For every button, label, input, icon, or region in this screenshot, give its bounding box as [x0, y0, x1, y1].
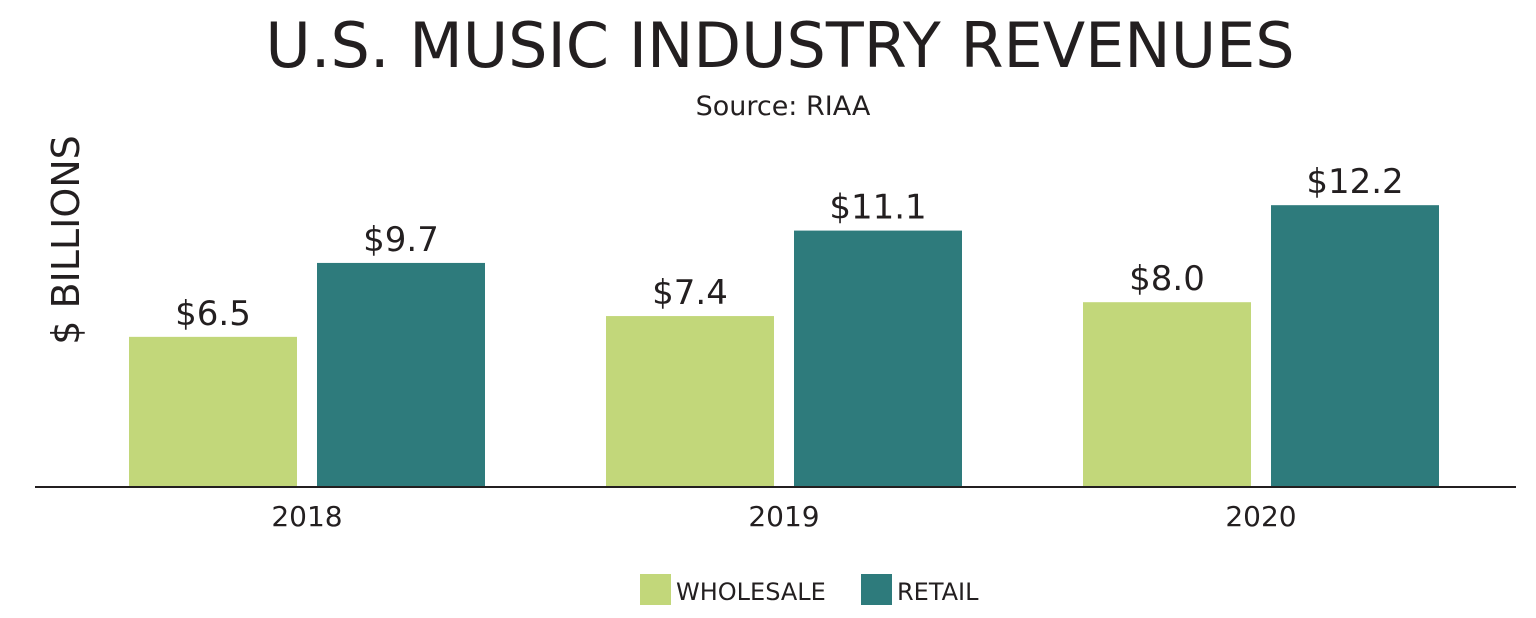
y-axis-label: $ BILLIONS: [44, 135, 88, 345]
chart-title: U.S. MUSIC INDUSTRY REVENUES: [265, 9, 1294, 82]
value-label-retail-2018: $9.7: [363, 220, 439, 260]
x-tick-label-2018: 2018: [271, 500, 342, 533]
bar-wholesale-2020: [1083, 302, 1251, 487]
bar-retail-2019: [794, 230, 962, 487]
bar-wholesale-2018: [129, 336, 297, 487]
legend-label-retail: RETAIL: [897, 578, 979, 606]
legend-swatch-retail: [861, 574, 892, 605]
chart-subtitle: Source: RIAA: [696, 91, 871, 122]
value-label-wholesale-2018: $6.5: [175, 294, 251, 334]
bar-retail-2018: [317, 262, 485, 487]
legend-label-wholesale: WHOLESALE: [676, 578, 826, 606]
value-label-wholesale-2020: $8.0: [1129, 259, 1205, 299]
x-tick-label-2020: 2020: [1225, 500, 1296, 533]
x-tick-labels-group: 2018 2019 2020: [271, 500, 1296, 533]
value-label-retail-2019: $11.1: [829, 188, 926, 228]
x-tick-label-2019: 2019: [748, 500, 819, 533]
legend: WHOLESALE RETAIL: [640, 574, 979, 606]
legend-swatch-wholesale: [640, 574, 671, 605]
value-label-retail-2020: $12.2: [1306, 162, 1403, 202]
bars-group: [129, 205, 1439, 487]
bar-retail-2020: [1271, 205, 1439, 487]
value-label-wholesale-2019: $7.4: [652, 273, 728, 313]
bar-wholesale-2019: [606, 316, 774, 487]
value-labels-group: $6.5 $9.7 $7.4 $11.1 $8.0 $12.2: [175, 162, 1404, 334]
